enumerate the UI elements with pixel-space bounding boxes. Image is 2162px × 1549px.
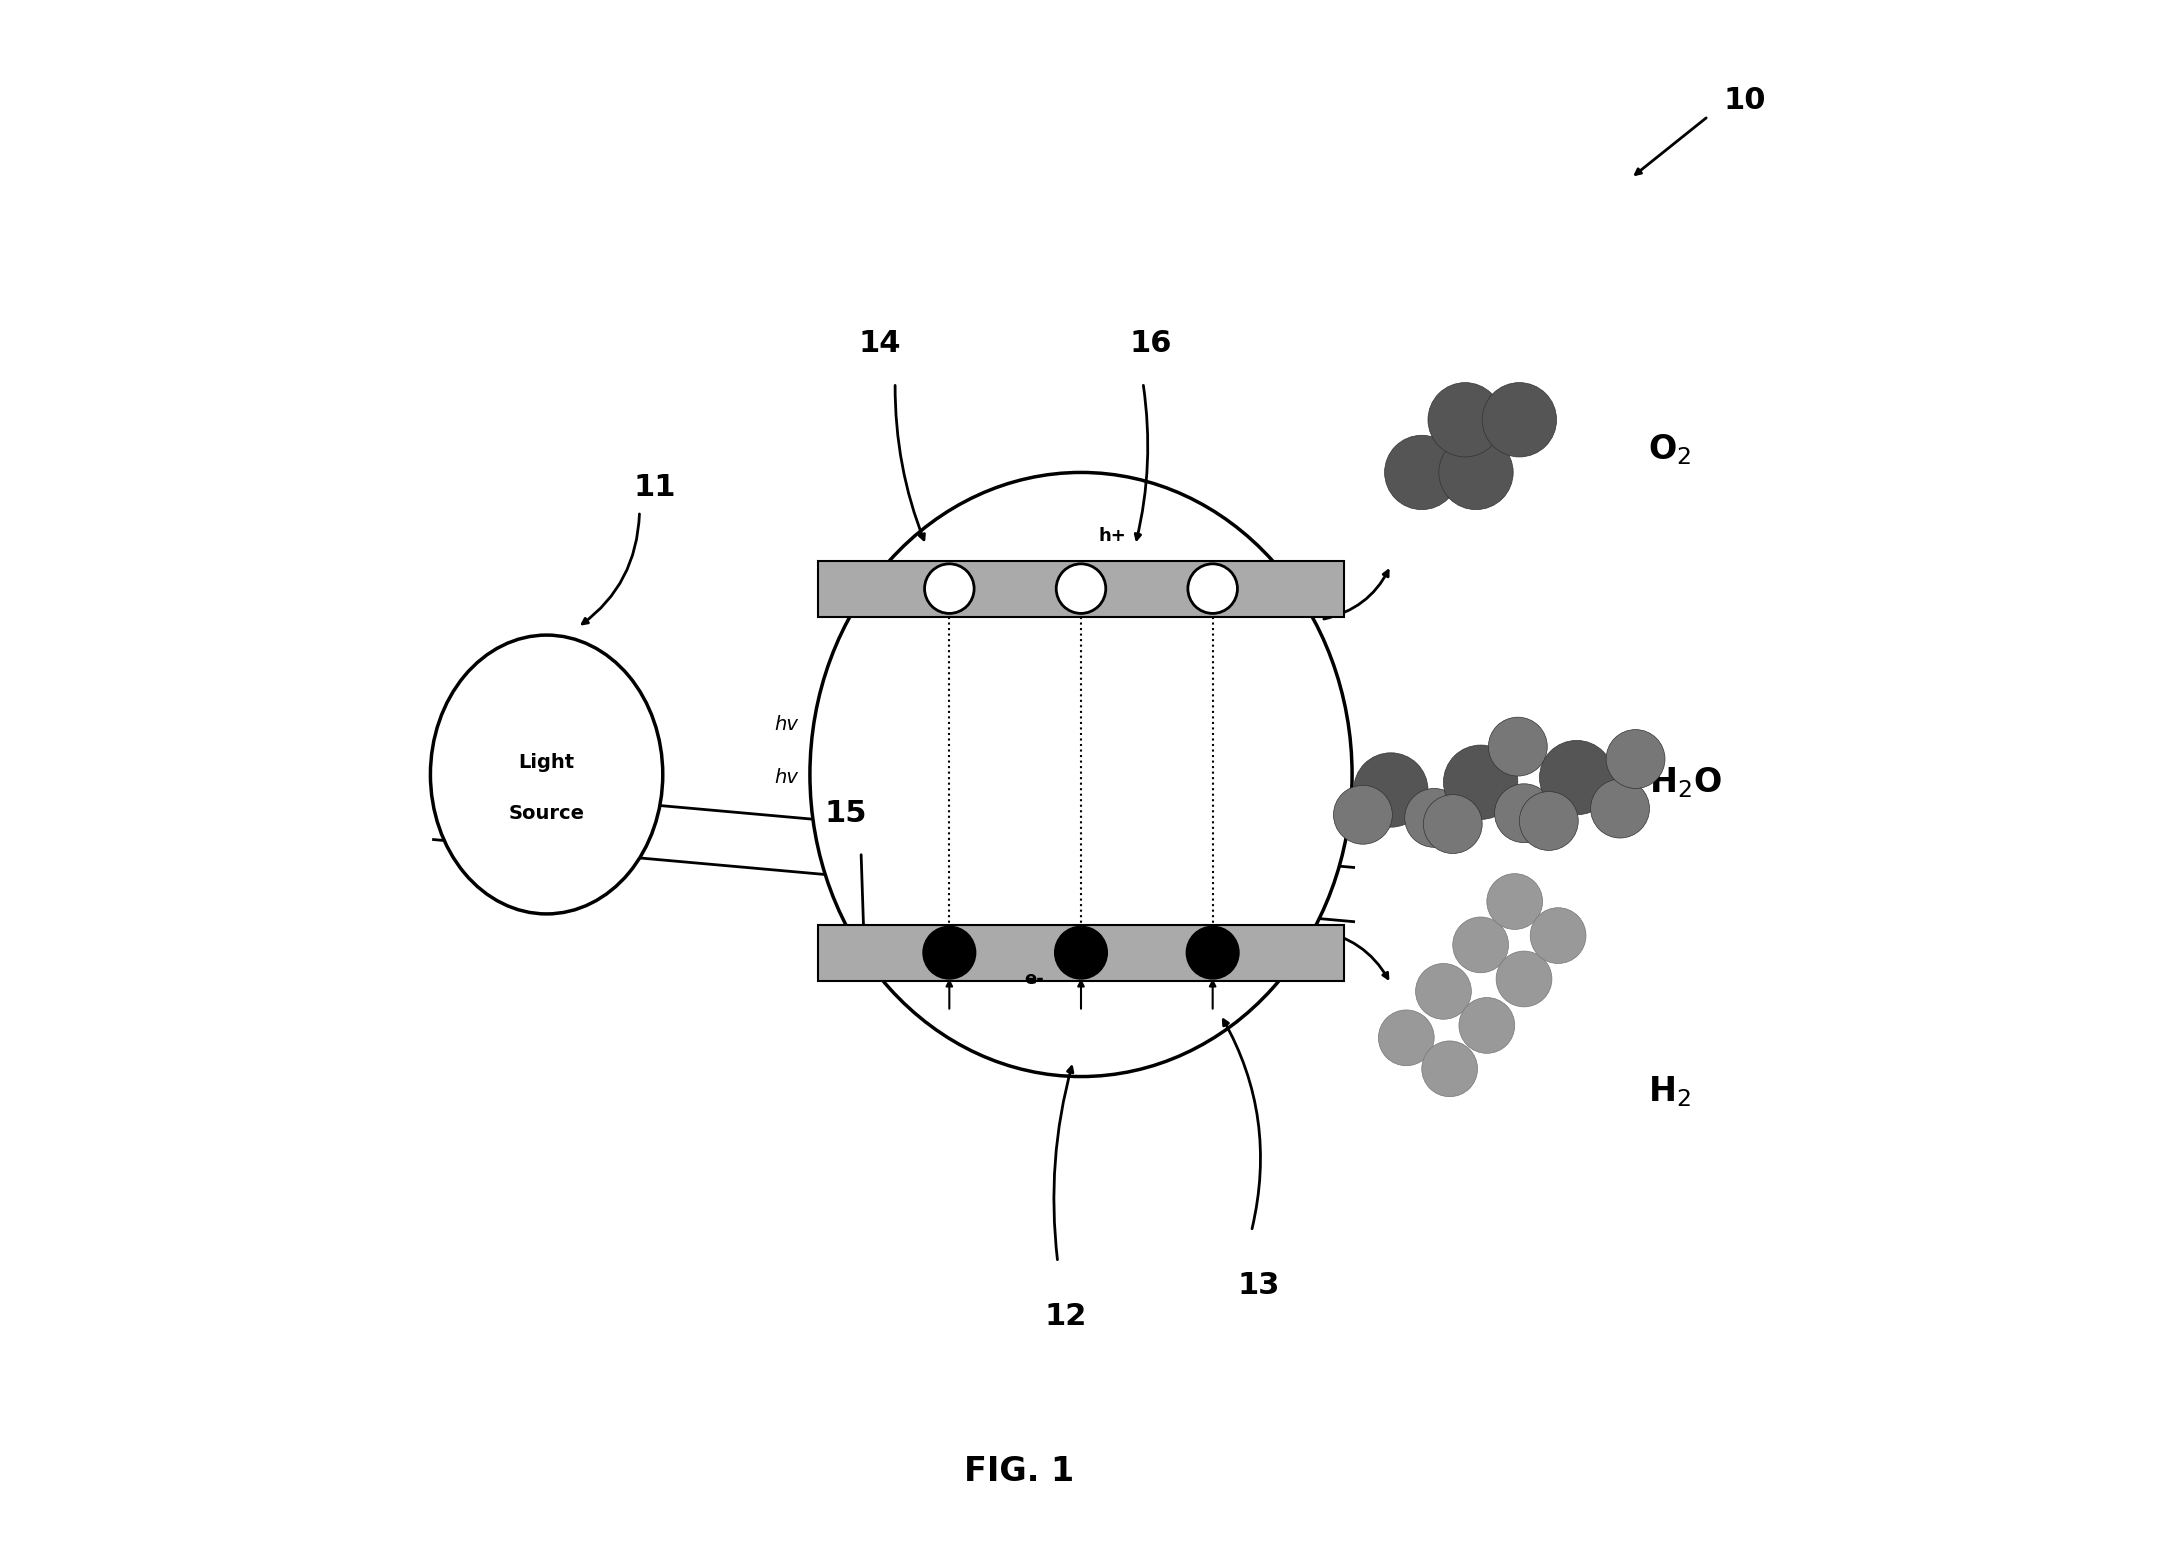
Text: Source: Source xyxy=(508,804,584,823)
Circle shape xyxy=(1531,908,1587,963)
Circle shape xyxy=(1539,740,1613,815)
Circle shape xyxy=(1494,784,1554,843)
Circle shape xyxy=(1487,874,1544,929)
Circle shape xyxy=(1334,785,1392,844)
Text: H$_2$O: H$_2$O xyxy=(1650,765,1721,799)
Text: O$_2$: O$_2$ xyxy=(1647,432,1691,466)
Circle shape xyxy=(1440,435,1513,510)
Circle shape xyxy=(1606,730,1665,788)
Text: 11: 11 xyxy=(633,474,677,502)
Circle shape xyxy=(1057,564,1105,613)
Circle shape xyxy=(1591,779,1650,838)
Circle shape xyxy=(923,926,975,979)
Text: hv: hv xyxy=(774,716,798,734)
Text: hv: hv xyxy=(774,768,798,787)
Bar xyxy=(817,925,1345,981)
Text: 10: 10 xyxy=(1723,87,1766,115)
Ellipse shape xyxy=(811,472,1351,1077)
Text: 12: 12 xyxy=(1044,1303,1087,1331)
Ellipse shape xyxy=(430,635,664,914)
Bar xyxy=(817,561,1345,617)
Circle shape xyxy=(1483,383,1557,457)
Text: 16: 16 xyxy=(1129,330,1172,358)
Circle shape xyxy=(1444,745,1518,819)
Circle shape xyxy=(1459,998,1516,1053)
Text: FIG. 1: FIG. 1 xyxy=(964,1455,1075,1489)
Circle shape xyxy=(1379,1010,1433,1066)
Text: 15: 15 xyxy=(824,799,867,827)
Circle shape xyxy=(1416,963,1472,1019)
Circle shape xyxy=(1520,792,1578,850)
Text: H$_2$: H$_2$ xyxy=(1647,1075,1691,1109)
Text: e-: e- xyxy=(1025,970,1044,988)
Circle shape xyxy=(1353,753,1427,827)
Circle shape xyxy=(925,564,975,613)
Circle shape xyxy=(1055,926,1107,979)
Circle shape xyxy=(1384,435,1459,510)
Circle shape xyxy=(1187,926,1239,979)
Circle shape xyxy=(1423,795,1483,853)
Text: 13: 13 xyxy=(1239,1272,1280,1300)
Circle shape xyxy=(1453,917,1509,973)
Circle shape xyxy=(1496,951,1552,1007)
Text: Light: Light xyxy=(519,753,575,771)
Circle shape xyxy=(1427,383,1503,457)
Circle shape xyxy=(1423,1041,1477,1097)
Circle shape xyxy=(1487,717,1548,776)
Text: 14: 14 xyxy=(858,330,902,358)
Circle shape xyxy=(1187,564,1237,613)
Text: h+: h+ xyxy=(1098,527,1126,545)
Circle shape xyxy=(1405,788,1464,847)
